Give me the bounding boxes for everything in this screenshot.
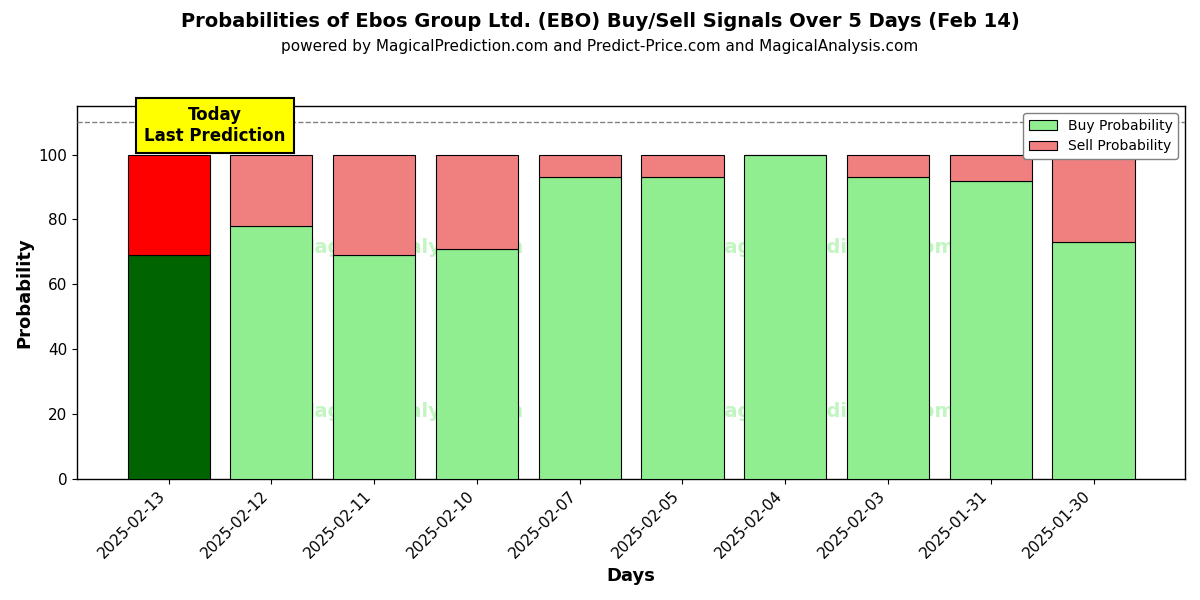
Text: MagicalPrediction.com: MagicalPrediction.com bbox=[706, 238, 955, 257]
Bar bbox=[641, 155, 724, 178]
X-axis label: Days: Days bbox=[607, 567, 655, 585]
Bar bbox=[539, 155, 620, 178]
Text: Probabilities of Ebos Group Ltd. (EBO) Buy/Sell Signals Over 5 Days (Feb 14): Probabilities of Ebos Group Ltd. (EBO) B… bbox=[181, 12, 1019, 31]
Legend: Buy Probability, Sell Probability: Buy Probability, Sell Probability bbox=[1024, 113, 1178, 159]
Bar bbox=[1052, 155, 1135, 242]
Bar bbox=[949, 181, 1032, 479]
Y-axis label: Probability: Probability bbox=[14, 237, 32, 348]
Bar bbox=[127, 255, 210, 479]
Bar bbox=[436, 248, 518, 479]
Text: Today
Last Prediction: Today Last Prediction bbox=[144, 106, 286, 145]
Text: MagicalAnalysis.com: MagicalAnalysis.com bbox=[295, 238, 523, 257]
Bar bbox=[230, 155, 312, 226]
Text: MagicalAnalysis.com: MagicalAnalysis.com bbox=[295, 402, 523, 421]
Bar bbox=[1052, 242, 1135, 479]
Bar bbox=[949, 155, 1032, 181]
Bar bbox=[436, 155, 518, 248]
Text: MagicalPrediction.com: MagicalPrediction.com bbox=[706, 402, 955, 421]
Bar bbox=[641, 178, 724, 479]
Bar bbox=[334, 255, 415, 479]
Bar bbox=[847, 155, 929, 178]
Text: powered by MagicalPrediction.com and Predict-Price.com and MagicalAnalysis.com: powered by MagicalPrediction.com and Pre… bbox=[281, 39, 919, 54]
Bar bbox=[230, 226, 312, 479]
Bar bbox=[334, 155, 415, 255]
Bar bbox=[847, 178, 929, 479]
Bar bbox=[127, 155, 210, 255]
Bar bbox=[539, 178, 620, 479]
Bar bbox=[744, 155, 827, 479]
